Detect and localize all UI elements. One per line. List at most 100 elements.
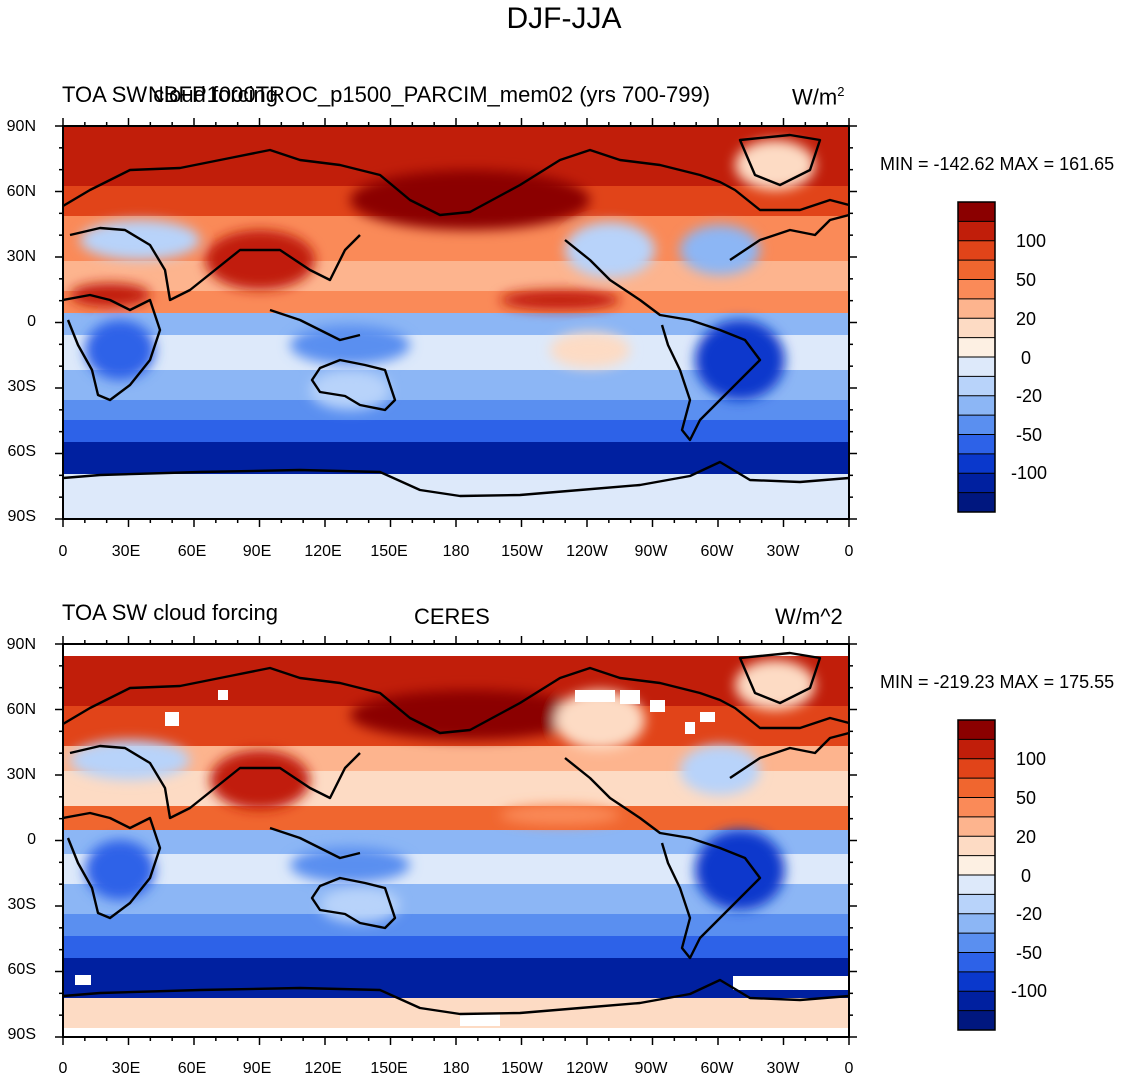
colorbar-label: 100: [1016, 749, 1047, 769]
anomaly: [290, 325, 410, 365]
anomaly: [550, 332, 630, 368]
lon-label: 60E: [177, 543, 207, 560]
colorbar-swatch: [958, 991, 995, 1012]
missing-patch: [75, 975, 91, 985]
colorbar-swatch: [958, 933, 995, 953]
colorbar-label: 50: [1016, 788, 1037, 808]
panel1-left-title: TOA SW cloud forcing: [62, 82, 279, 107]
lat-label: 30N: [6, 248, 36, 265]
lon-label: 150E: [370, 543, 408, 560]
coastline: [63, 666, 849, 735]
anomaly: [350, 690, 590, 740]
coastline: [738, 133, 822, 187]
coastline: [564, 757, 762, 960]
anomaly: [500, 805, 620, 825]
lat-label: 30N: [6, 766, 36, 783]
lon-label: 0: [844, 543, 854, 560]
colorbar-swatch: [958, 875, 995, 895]
colorbar-swatch: [958, 453, 995, 474]
lat-label: 60S: [7, 443, 36, 460]
lon-label: 120E: [304, 543, 342, 560]
colorbar-swatch: [958, 894, 995, 915]
coastline: [63, 148, 849, 217]
colorbar-swatch: [958, 376, 995, 397]
coastline: [738, 651, 822, 705]
lon-label: 180: [442, 1060, 470, 1077]
panel2-center-title: CERES: [414, 604, 490, 629]
lon-label: 120E: [304, 1060, 342, 1077]
band: [63, 442, 849, 474]
lon-label: 90E: [242, 543, 272, 560]
lon-label: 60W: [700, 1060, 734, 1077]
lon-label: 60E: [177, 1060, 207, 1077]
colorbar-swatch: [958, 952, 995, 973]
lon-label: 120W: [566, 1060, 608, 1077]
colorbar-swatch: [958, 473, 995, 494]
coastline: [269, 826, 361, 860]
anomaly: [500, 290, 620, 310]
panel2-units: W/m^2: [775, 604, 843, 629]
lat-label: 90S: [7, 1026, 36, 1043]
coastline: [564, 239, 762, 442]
coastline: [269, 308, 361, 342]
colorbar-swatch: [958, 855, 995, 876]
missing-patch: [685, 722, 695, 734]
lon-label: 90E: [242, 1060, 272, 1077]
panel1-map: [55, 118, 857, 527]
lat-label: 0: [27, 831, 36, 848]
band: [63, 914, 849, 936]
colorbar-label: -100: [1011, 463, 1048, 483]
panel2-missing-data: [75, 690, 849, 1026]
anomaly: [320, 887, 400, 923]
lat-label: 30S: [7, 378, 36, 395]
colorbar-label: 0: [1021, 348, 1032, 368]
anomaly: [680, 225, 760, 275]
lat-label: 90N: [6, 118, 36, 135]
colorbar-label: -100: [1011, 981, 1048, 1001]
lon-label: 60W: [700, 543, 734, 560]
coastline: [63, 978, 849, 1016]
anomaly: [290, 847, 410, 883]
colorbar-swatch: [958, 318, 995, 339]
anomaly: [210, 750, 310, 810]
missing-patch: [165, 712, 179, 726]
lat-label: 90N: [6, 636, 36, 653]
panel2-colorbar: [957, 719, 996, 1031]
band: [63, 420, 849, 442]
lon-label: 90W: [634, 1060, 668, 1077]
anomaly: [695, 320, 785, 400]
missing-patch: [700, 712, 715, 722]
colorbar-swatch: [958, 816, 995, 837]
lat-label: 30S: [7, 896, 36, 913]
colorbar-swatch: [958, 260, 995, 280]
panel2-ticks: [55, 636, 857, 1045]
lat-label: 60N: [6, 183, 36, 200]
panel2-left-title: TOA SW cloud forcing: [62, 600, 279, 625]
colorbar-swatch: [958, 221, 995, 242]
panel1-center-title: NBFP1000TROC_p1500_PARCIM_mem02 (yrs 700…: [148, 82, 711, 107]
anomaly: [310, 370, 390, 410]
coastline: [63, 293, 162, 402]
colorbar-swatch: [958, 913, 995, 934]
band: [63, 313, 849, 335]
colorbar-label: -50: [1016, 425, 1043, 445]
lon-label: 90W: [634, 543, 668, 560]
missing-patch: [460, 1014, 500, 1026]
coastline: [69, 744, 361, 820]
panel1-units: W/m2: [792, 84, 845, 110]
lon-label: 30W: [766, 543, 800, 560]
colorbar-label: -20: [1016, 386, 1043, 406]
anomaly: [565, 222, 655, 278]
lon-label: 0: [58, 543, 68, 560]
colorbar-label: -50: [1016, 943, 1043, 963]
missing-patch: [218, 690, 228, 700]
lat-label: 90S: [7, 508, 36, 525]
missing-patch: [620, 690, 640, 704]
lon-label: 150W: [501, 1060, 543, 1077]
band: [63, 958, 849, 998]
anomaly: [555, 690, 645, 750]
lon-label: 150E: [370, 1060, 408, 1077]
panel2-anomalies: [70, 660, 815, 923]
panel2-min-max: MIN = -219.23 MAX = 175.55: [880, 672, 1115, 692]
coastline: [310, 358, 397, 412]
